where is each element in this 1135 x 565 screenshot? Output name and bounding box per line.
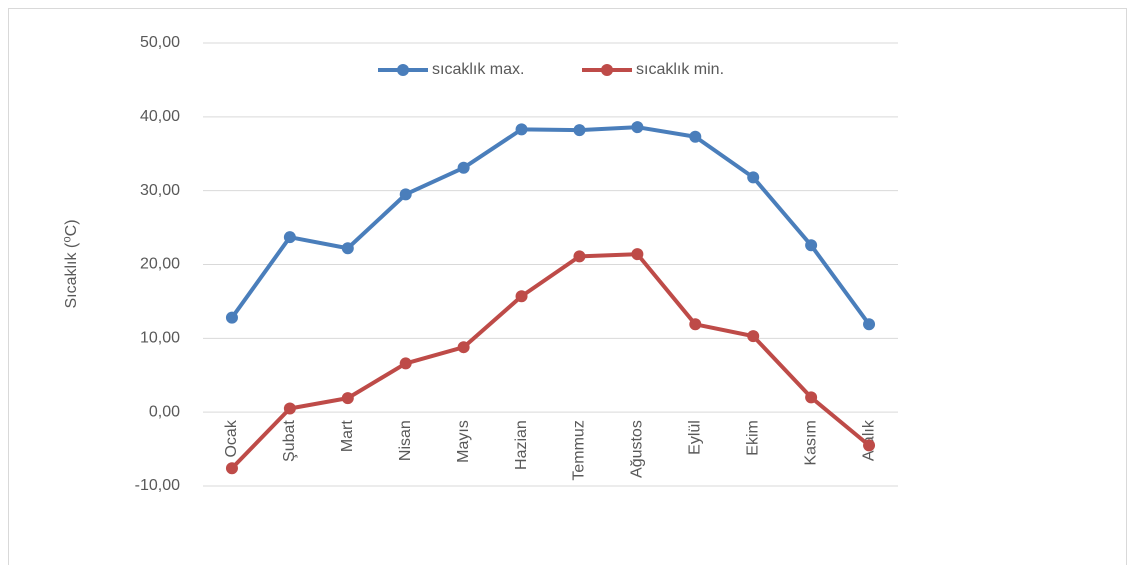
x-tick-label: Temmuz [571,420,588,480]
data-point [747,171,760,184]
series-line [230,125,871,326]
legend-label: sıcaklık max. [432,61,524,78]
legend-marker [397,64,409,76]
data-point [457,341,470,354]
data-point [225,462,238,475]
y-tick-label: -10,00 [135,477,180,494]
x-tick-label: Ocak [223,419,240,457]
data-point [225,311,238,324]
data-point [689,130,702,143]
x-tick-label: Eylül [687,420,704,455]
x-tick-label: Mart [339,420,356,453]
legend-marker [601,64,613,76]
y-tick-label: 10,00 [140,330,180,347]
x-tick-label: Mayıs [455,420,472,463]
series-line [230,252,871,470]
data-point [805,239,818,252]
data-point [573,124,586,137]
data-point [515,123,528,136]
data-point [631,121,644,134]
y-tick-label: 50,00 [140,34,180,51]
x-tick-label: Hazian [513,420,530,470]
y-tick-label: 0,00 [149,403,180,420]
data-point [863,318,876,331]
y-tick-label: 20,00 [140,256,180,273]
y-axis-label: Sıcaklık (⁰C) [63,219,80,308]
data-point [399,357,412,370]
legend-label: sıcaklık min. [636,61,724,78]
data-point [341,392,354,405]
data-point [341,242,354,255]
y-tick-label: 30,00 [140,182,180,199]
chart-frame [8,8,1127,565]
data-point [747,330,760,343]
x-tick-label: Kasım [802,420,819,465]
x-tick-label: Ekim [744,420,761,456]
data-point [283,402,296,415]
data-point [631,248,644,261]
data-point [573,250,586,263]
data-point [515,290,528,303]
x-tick-label: Nisan [397,420,414,461]
data-point [863,439,876,452]
data-point [283,231,296,244]
data-point [805,391,818,404]
data-point [689,318,702,331]
data-point [399,188,412,201]
x-tick-label: Ağustos [629,420,646,478]
y-tick-label: 40,00 [140,108,180,125]
x-tick-label: Şubat [281,420,298,462]
data-point [457,161,470,174]
